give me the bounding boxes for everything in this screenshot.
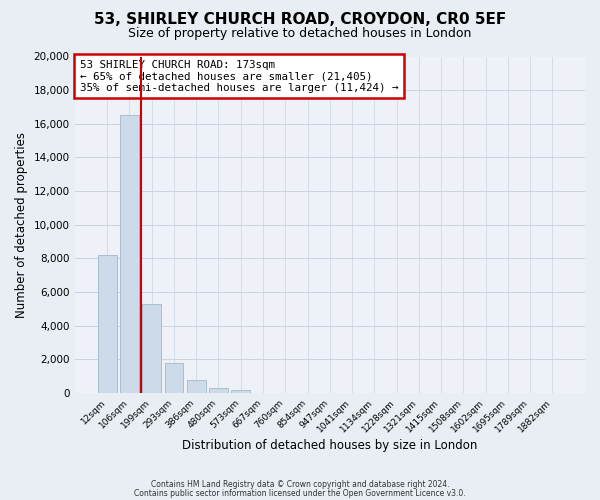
- Bar: [142, 304, 161, 393]
- Bar: [120, 116, 139, 393]
- Bar: [187, 380, 206, 393]
- Bar: [209, 388, 228, 393]
- Bar: [231, 390, 250, 393]
- Text: Size of property relative to detached houses in London: Size of property relative to detached ho…: [128, 28, 472, 40]
- Text: Contains HM Land Registry data © Crown copyright and database right 2024.: Contains HM Land Registry data © Crown c…: [151, 480, 449, 489]
- Text: 53, SHIRLEY CHURCH ROAD, CROYDON, CR0 5EF: 53, SHIRLEY CHURCH ROAD, CROYDON, CR0 5E…: [94, 12, 506, 28]
- Bar: [98, 255, 116, 393]
- X-axis label: Distribution of detached houses by size in London: Distribution of detached houses by size …: [182, 440, 478, 452]
- Text: Contains public sector information licensed under the Open Government Licence v3: Contains public sector information licen…: [134, 488, 466, 498]
- Bar: [164, 362, 184, 393]
- Y-axis label: Number of detached properties: Number of detached properties: [15, 132, 28, 318]
- Text: 53 SHIRLEY CHURCH ROAD: 173sqm
← 65% of detached houses are smaller (21,405)
35%: 53 SHIRLEY CHURCH ROAD: 173sqm ← 65% of …: [80, 60, 398, 93]
